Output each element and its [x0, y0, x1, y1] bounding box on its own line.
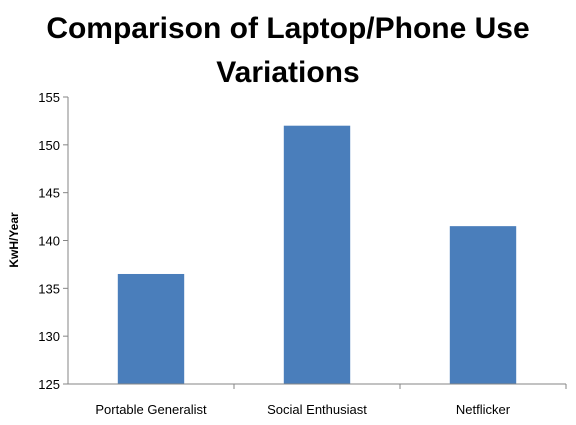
y-axis: 125 130 135 140 145 150 155: [38, 90, 68, 392]
bar: [449, 226, 517, 384]
bars-group: [117, 125, 517, 384]
chart-title-line-2: Variations: [216, 56, 359, 89]
x-axis: Portable Generalist Social Enthusiast Netf…: [95, 384, 567, 417]
y-tick-label: 125: [38, 377, 60, 392]
y-tick-label: 130: [38, 329, 60, 344]
y-tick-label: 140: [38, 234, 60, 249]
x-category-label: Portable Generalist: [95, 402, 207, 417]
y-axis-label: KwH/Year: [7, 212, 21, 268]
bar: [117, 273, 185, 384]
chart-title-line-1: Comparison of Laptop/Phone Use: [46, 12, 529, 45]
bar: [283, 125, 351, 384]
x-category-label: Social Enthusiast: [267, 402, 367, 417]
y-tick-label: 150: [38, 138, 60, 153]
y-tick-label: 145: [38, 186, 60, 201]
x-category-label: Netflicker: [456, 402, 511, 417]
y-tick-label: 155: [38, 90, 60, 105]
y-tick-label: 135: [38, 281, 60, 296]
